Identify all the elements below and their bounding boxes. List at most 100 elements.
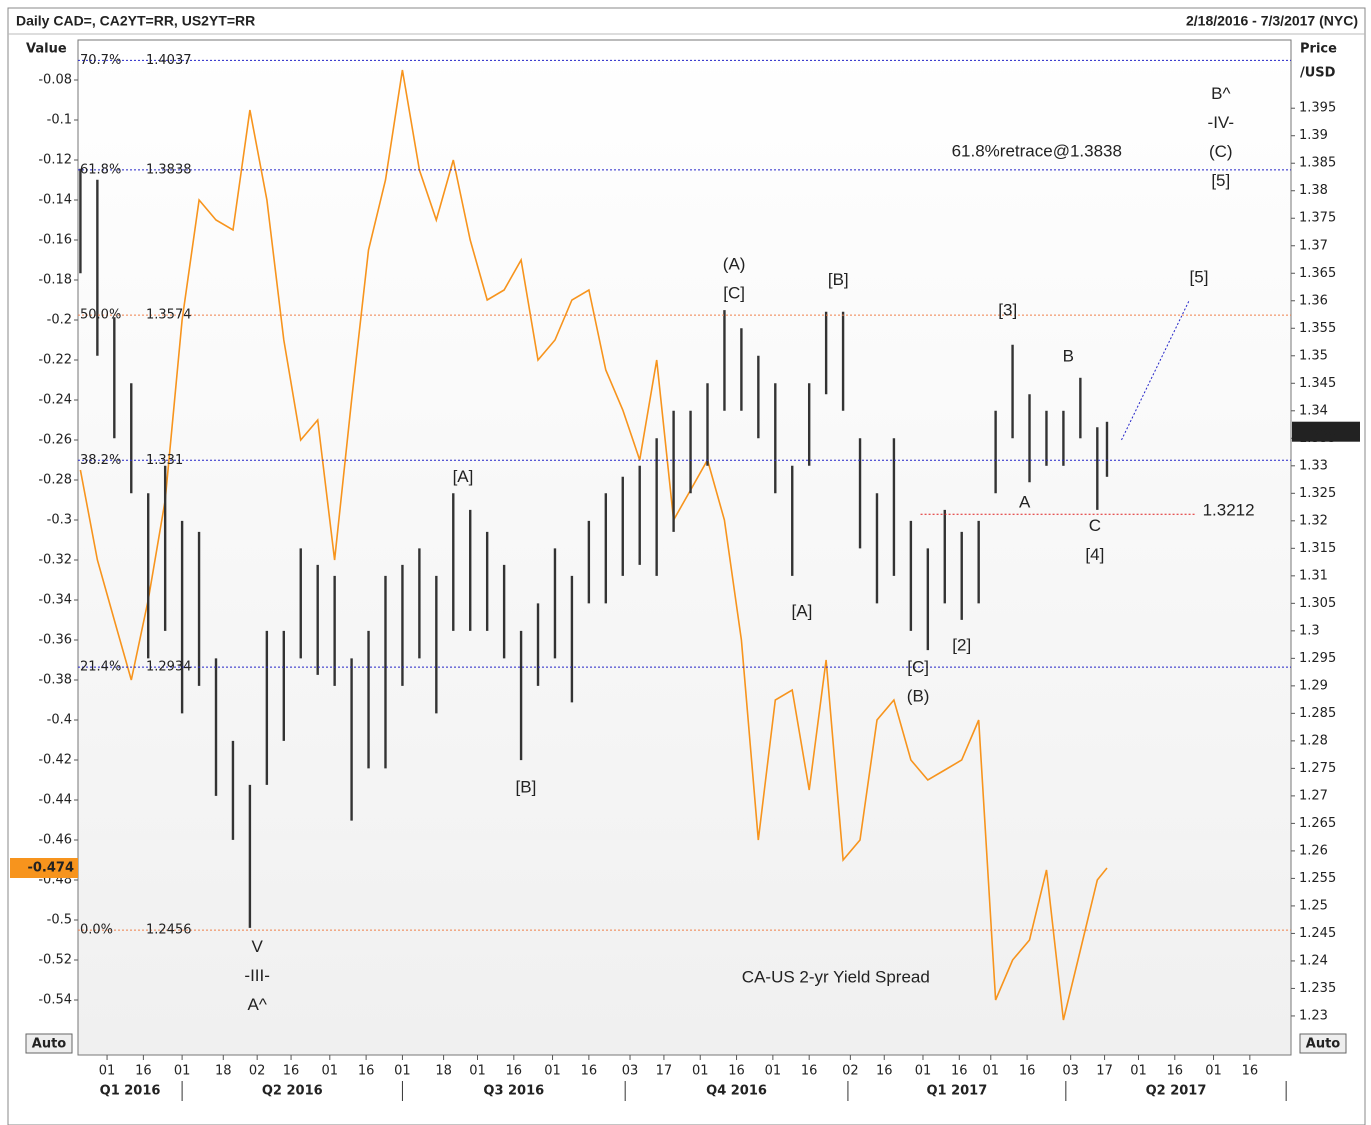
- wave-label: [5]: [1211, 171, 1230, 190]
- y2-tick-label: 1.31: [1299, 568, 1328, 583]
- y-tick-label: -0.14: [38, 193, 72, 208]
- auto-button-label[interactable]: Auto: [32, 1037, 67, 1052]
- wave-label: B: [1063, 346, 1074, 365]
- y2-tick-label: 1.23: [1299, 1008, 1328, 1023]
- fib-percent: 61.8%: [80, 162, 121, 177]
- quarter-label: Q2 2016: [262, 1084, 323, 1099]
- y2-tick-label: 1.25: [1299, 898, 1328, 913]
- y2-tick-label: 1.37: [1299, 238, 1328, 253]
- y2-tick-label: 1.235: [1299, 981, 1336, 996]
- wave-label: [4]: [1085, 545, 1104, 564]
- fib-percent: 70.7%: [80, 53, 121, 68]
- y-tick-label: -0.2: [47, 313, 72, 328]
- y-tick-label: -0.54: [38, 993, 72, 1008]
- x-tick-label: 16: [876, 1064, 893, 1079]
- wave-label: (B): [907, 687, 930, 706]
- y2-tick-label: 1.29: [1299, 678, 1328, 693]
- y2-tick-label: 1.33: [1299, 458, 1328, 473]
- x-tick-label: 16: [1019, 1064, 1036, 1079]
- y-tick-label: -0.22: [38, 353, 72, 368]
- auto-button-label[interactable]: Auto: [1306, 1037, 1341, 1052]
- wave-label: [B]: [828, 270, 849, 289]
- fib-value: 1.331: [146, 453, 183, 468]
- wave-label: [C]: [723, 283, 745, 302]
- y-tick-label: -0.18: [38, 273, 72, 288]
- auto-button[interactable]: Auto: [25, 1033, 73, 1054]
- x-tick-label: 01: [1205, 1064, 1222, 1079]
- header-title: Daily CAD=, CA2YT=RR, US2YT=RR: [16, 13, 255, 29]
- x-tick-label: 17: [656, 1064, 673, 1079]
- auto-button-box[interactable]: [1299, 1033, 1347, 1054]
- y2-tick-label: 1.28: [1299, 733, 1328, 748]
- quarter-label: Q3 2016: [483, 1084, 544, 1099]
- y2-tick-label: 1.36: [1299, 293, 1328, 308]
- y2-tick-label: 1.24: [1299, 953, 1328, 968]
- y-tick-label: -0.26: [38, 433, 72, 448]
- y2-tick-label: 1.325: [1299, 486, 1336, 501]
- header-range: 2/18/2016 - 7/3/2017 (NYC): [1186, 13, 1358, 29]
- spread-badge: [10, 858, 78, 878]
- y2-tick-label: 1.255: [1299, 871, 1336, 886]
- y2-tick-label: 1.375: [1299, 211, 1336, 226]
- x-tick-label: 01: [1130, 1064, 1147, 1079]
- x-tick-label: 16: [951, 1064, 968, 1079]
- x-tick-label: 16: [728, 1064, 745, 1079]
- projection-line: [1121, 299, 1190, 441]
- x-tick-label: 16: [135, 1064, 152, 1079]
- x-tick-label: 18: [215, 1064, 232, 1079]
- wave-label: [C]: [907, 658, 929, 677]
- y-tick-label: -0.44: [38, 793, 72, 808]
- x-tick-label: 03: [1062, 1064, 1079, 1079]
- y2-tick-label: 1.275: [1299, 761, 1336, 776]
- x-tick-label: 16: [801, 1064, 818, 1079]
- auto-button[interactable]: Auto: [1299, 1033, 1347, 1054]
- spread-badge-label: -0.474: [27, 861, 74, 876]
- x-tick-label: 01: [692, 1064, 709, 1079]
- wave-label: (C): [1209, 142, 1233, 161]
- y2-tick-label: 1.3: [1299, 623, 1320, 638]
- y2-tick-label: 1.39: [1299, 128, 1328, 143]
- y2-tick-label: 1.34: [1299, 403, 1328, 418]
- fib-value: 1.4037: [146, 53, 192, 68]
- x-tick-label: 16: [1242, 1064, 1259, 1079]
- y2-tick-label: 1.385: [1299, 156, 1336, 171]
- fib-percent: 38.2%: [80, 453, 121, 468]
- y2-axis-title: /USD: [1300, 66, 1336, 81]
- y-tick-label: -0.46: [38, 833, 72, 848]
- chart-note: 61.8%retrace@1.3838: [952, 142, 1122, 161]
- support-label: 1.3212: [1203, 501, 1255, 520]
- y2-tick-label: 1.355: [1299, 321, 1336, 336]
- wave-label: V: [251, 937, 263, 956]
- y-tick-label: -0.34: [38, 593, 72, 608]
- y-tick-label: -0.36: [38, 633, 72, 648]
- y-tick-label: -0.42: [38, 753, 72, 768]
- y2-tick-label: 1.295: [1299, 651, 1336, 666]
- y2-tick-label: 1.32: [1299, 513, 1328, 528]
- wave-label: C: [1089, 516, 1101, 535]
- fib-value: 1.2456: [146, 923, 192, 938]
- wave-label: -IV-: [1208, 113, 1234, 132]
- wave-label: [2]: [952, 636, 971, 655]
- y2-tick-label: 1.285: [1299, 706, 1336, 721]
- y-tick-label: -0.12: [38, 153, 72, 168]
- plot-layer: [79, 69, 1109, 1021]
- x-tick-label: 16: [358, 1064, 375, 1079]
- y2-tick-label: 1.35: [1299, 348, 1328, 363]
- wave-label: (A): [723, 254, 746, 273]
- y2-tick-label: 1.245: [1299, 926, 1336, 941]
- x-tick-label: 01: [322, 1064, 339, 1079]
- y2-tick-label: 1.26: [1299, 843, 1328, 858]
- y-tick-label: -0.52: [38, 953, 72, 968]
- wave-label: A: [1019, 493, 1031, 512]
- y-tick-label: -0.32: [38, 553, 72, 568]
- x-tick-label: 01: [469, 1064, 486, 1079]
- auto-button-box[interactable]: [25, 1033, 73, 1054]
- wave-label: [A]: [453, 467, 474, 486]
- wave-label: A^: [248, 995, 267, 1014]
- quarter-label: Q1 2016: [100, 1084, 161, 1099]
- price-badge: [1292, 421, 1360, 442]
- x-tick-label: 16: [1167, 1064, 1184, 1079]
- wave-label: [5]: [1190, 268, 1209, 287]
- x-tick-label: 02: [842, 1064, 859, 1079]
